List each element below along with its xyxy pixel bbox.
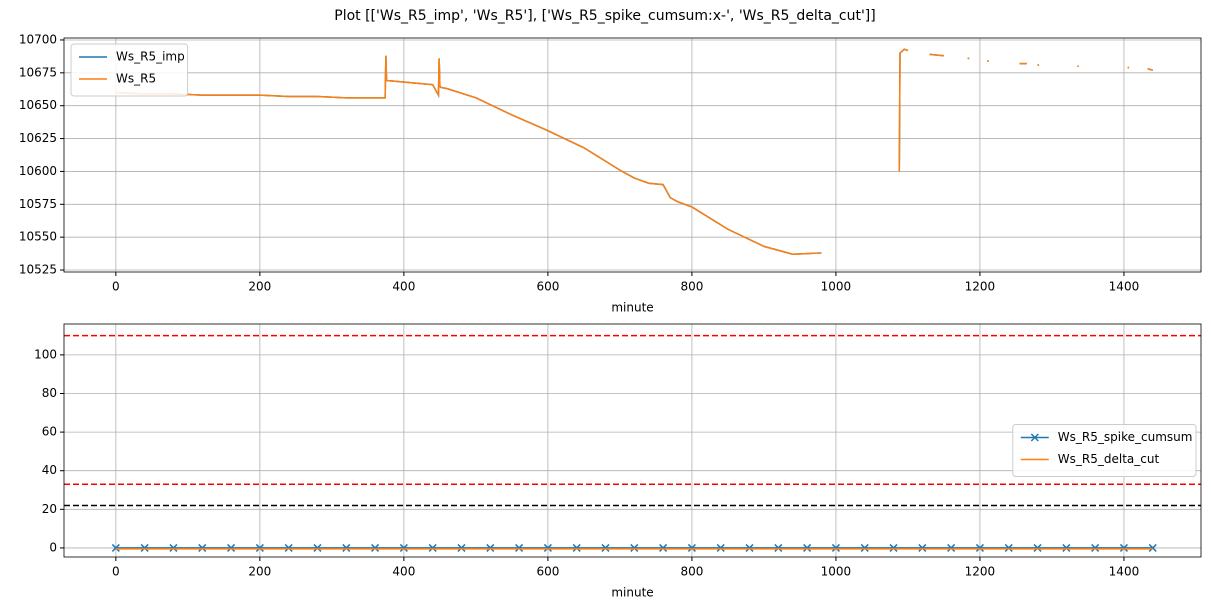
legend-label: Ws_R5_spike_cumsum (1058, 430, 1193, 444)
data-marker (371, 543, 380, 552)
y-tick-label: 80 (42, 386, 57, 400)
x-tick-label: 600 (536, 280, 559, 294)
data-marker (140, 543, 149, 552)
y-tick-label: 10625 (19, 131, 57, 145)
legend: Ws_R5_spike_cumsum Ws_R5_delta_cut (1012, 424, 1197, 477)
plot-area (115, 48, 1153, 256)
y-tick-label: 10575 (19, 197, 57, 211)
data-marker (889, 543, 898, 552)
data-marker (774, 543, 783, 552)
data-marker (716, 543, 725, 552)
data-marker (399, 543, 408, 552)
data-marker (227, 543, 236, 552)
data-marker (860, 543, 869, 552)
data-marker (486, 543, 495, 552)
y-tick-label: 10675 (19, 65, 57, 79)
y-tick-label: 60 (42, 425, 57, 439)
data-marker (745, 543, 754, 552)
axes-frame (63, 37, 1202, 273)
data-marker (457, 543, 466, 552)
data-marker (1004, 543, 1013, 552)
data-marker (515, 543, 524, 552)
x-tick-label: 1000 (821, 280, 852, 294)
data-marker (284, 543, 293, 552)
y-tick-label: 10700 (19, 32, 57, 46)
data-marker (111, 543, 120, 552)
data-marker (428, 543, 437, 552)
data-marker (572, 543, 581, 552)
series-line (115, 48, 1153, 256)
x-tick-label: 400 (392, 280, 415, 294)
data-marker (659, 543, 668, 552)
x-tick-label: 1400 (1109, 565, 1140, 579)
legend-label: Ws_R5_imp (116, 50, 185, 64)
data-marker (342, 543, 351, 552)
x-tick-label: 400 (392, 565, 415, 579)
data-marker (831, 543, 840, 552)
legend: Ws_R5_imp Ws_R5 (70, 43, 189, 97)
data-marker (313, 543, 322, 552)
y-tick-label: 20 (42, 502, 57, 516)
data-marker (1091, 543, 1100, 552)
data-marker (918, 543, 927, 552)
x-tick-label: 0 (112, 565, 120, 579)
data-marker (687, 543, 696, 552)
x-tick-label: 0 (112, 280, 120, 294)
series-line (115, 48, 1153, 256)
data-marker (975, 543, 984, 552)
data-marker (1148, 543, 1157, 552)
x-tick-label: 1200 (965, 280, 996, 294)
y-tick-label: 10550 (19, 230, 57, 244)
x-axis-label: minute (611, 586, 653, 600)
x-tick-label: 800 (680, 565, 703, 579)
plot-area (64, 334, 1201, 552)
x-tick-label: 800 (680, 280, 703, 294)
data-marker (169, 543, 178, 552)
x-tick-label: 1000 (821, 565, 852, 579)
x-tick-label: 200 (248, 565, 271, 579)
data-marker (1119, 543, 1128, 552)
axes-frame (63, 323, 1202, 558)
y-tick-label: 10525 (19, 263, 57, 277)
legend-label: Ws_R5 (116, 72, 156, 86)
data-marker (198, 543, 207, 552)
x-axis-label: minute (611, 301, 653, 315)
data-marker (630, 543, 639, 552)
data-marker (601, 543, 610, 552)
x-tick-label: 1400 (1109, 280, 1140, 294)
y-tick-label: 10650 (19, 98, 57, 112)
legend-box (1012, 424, 1197, 477)
y-tick-label: 40 (42, 463, 57, 477)
data-marker (1033, 543, 1042, 552)
data-marker (543, 543, 552, 552)
data-marker (803, 543, 812, 552)
data-marker (255, 543, 264, 552)
x-tick-label: 200 (248, 280, 271, 294)
x-tick-label: 1200 (965, 565, 996, 579)
data-marker (947, 543, 956, 552)
data-marker (1062, 543, 1071, 552)
figure-title: Plot [['Ws_R5_imp', 'Ws_R5'], ['Ws_R5_sp… (334, 8, 875, 24)
y-tick-label: 100 (34, 347, 57, 361)
y-tick-label: 10600 (19, 164, 57, 178)
y-tick-label: 0 (49, 540, 57, 554)
x-tick-label: 600 (536, 565, 559, 579)
legend-marker (1030, 433, 1039, 442)
legend-label: Ws_R5_delta_cut (1058, 452, 1160, 466)
